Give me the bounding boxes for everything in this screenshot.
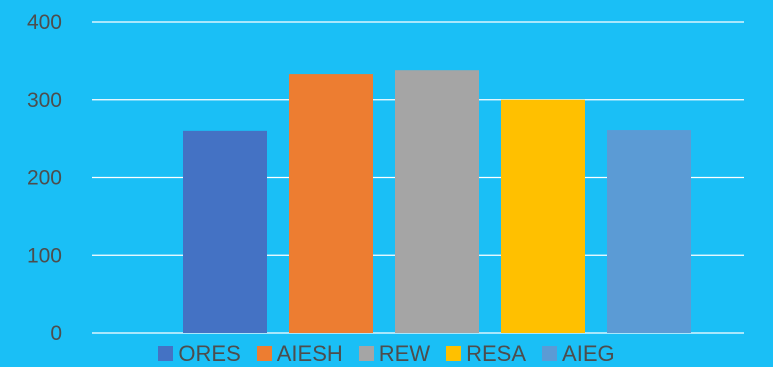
legend-item-ores: ORES bbox=[158, 340, 241, 367]
legend-label: AIEG bbox=[562, 340, 615, 366]
legend-label: ORES bbox=[178, 340, 241, 366]
legend-swatch bbox=[256, 346, 272, 361]
legend-item-aiesh: AIESH bbox=[256, 340, 343, 367]
y-tick-label: 300 bbox=[27, 89, 62, 112]
bar-ores bbox=[183, 130, 267, 333]
legend-swatch bbox=[358, 346, 374, 361]
bar-chart: 0 100 200 300 400 bbox=[27, 11, 744, 340]
bar-aieg bbox=[607, 130, 691, 333]
y-tick-label: 400 bbox=[27, 11, 62, 34]
legend-item-aieg: AIEG bbox=[542, 341, 615, 367]
bar-resa bbox=[501, 99, 585, 333]
bar-rew bbox=[395, 70, 479, 333]
bars bbox=[183, 70, 691, 333]
y-axis-ticks: 0 100 200 300 400 bbox=[27, 11, 62, 340]
legend-label: RESA bbox=[466, 340, 527, 366]
legend-swatch bbox=[158, 346, 174, 361]
legend-swatch bbox=[446, 346, 462, 361]
y-tick-label: 100 bbox=[27, 244, 62, 267]
bar-aiesh bbox=[289, 74, 373, 333]
legend-label: AIESH bbox=[276, 340, 343, 366]
y-tick-label: 0 bbox=[50, 322, 62, 340]
legend-swatch bbox=[542, 346, 558, 361]
legend-label: REW bbox=[378, 340, 431, 366]
legend: ORES AIESH REW RESA AIEG bbox=[0, 340, 773, 367]
legend-item-resa: RESA bbox=[446, 341, 526, 367]
y-tick-label: 200 bbox=[27, 167, 62, 190]
legend-item-rew: REW bbox=[358, 340, 431, 367]
